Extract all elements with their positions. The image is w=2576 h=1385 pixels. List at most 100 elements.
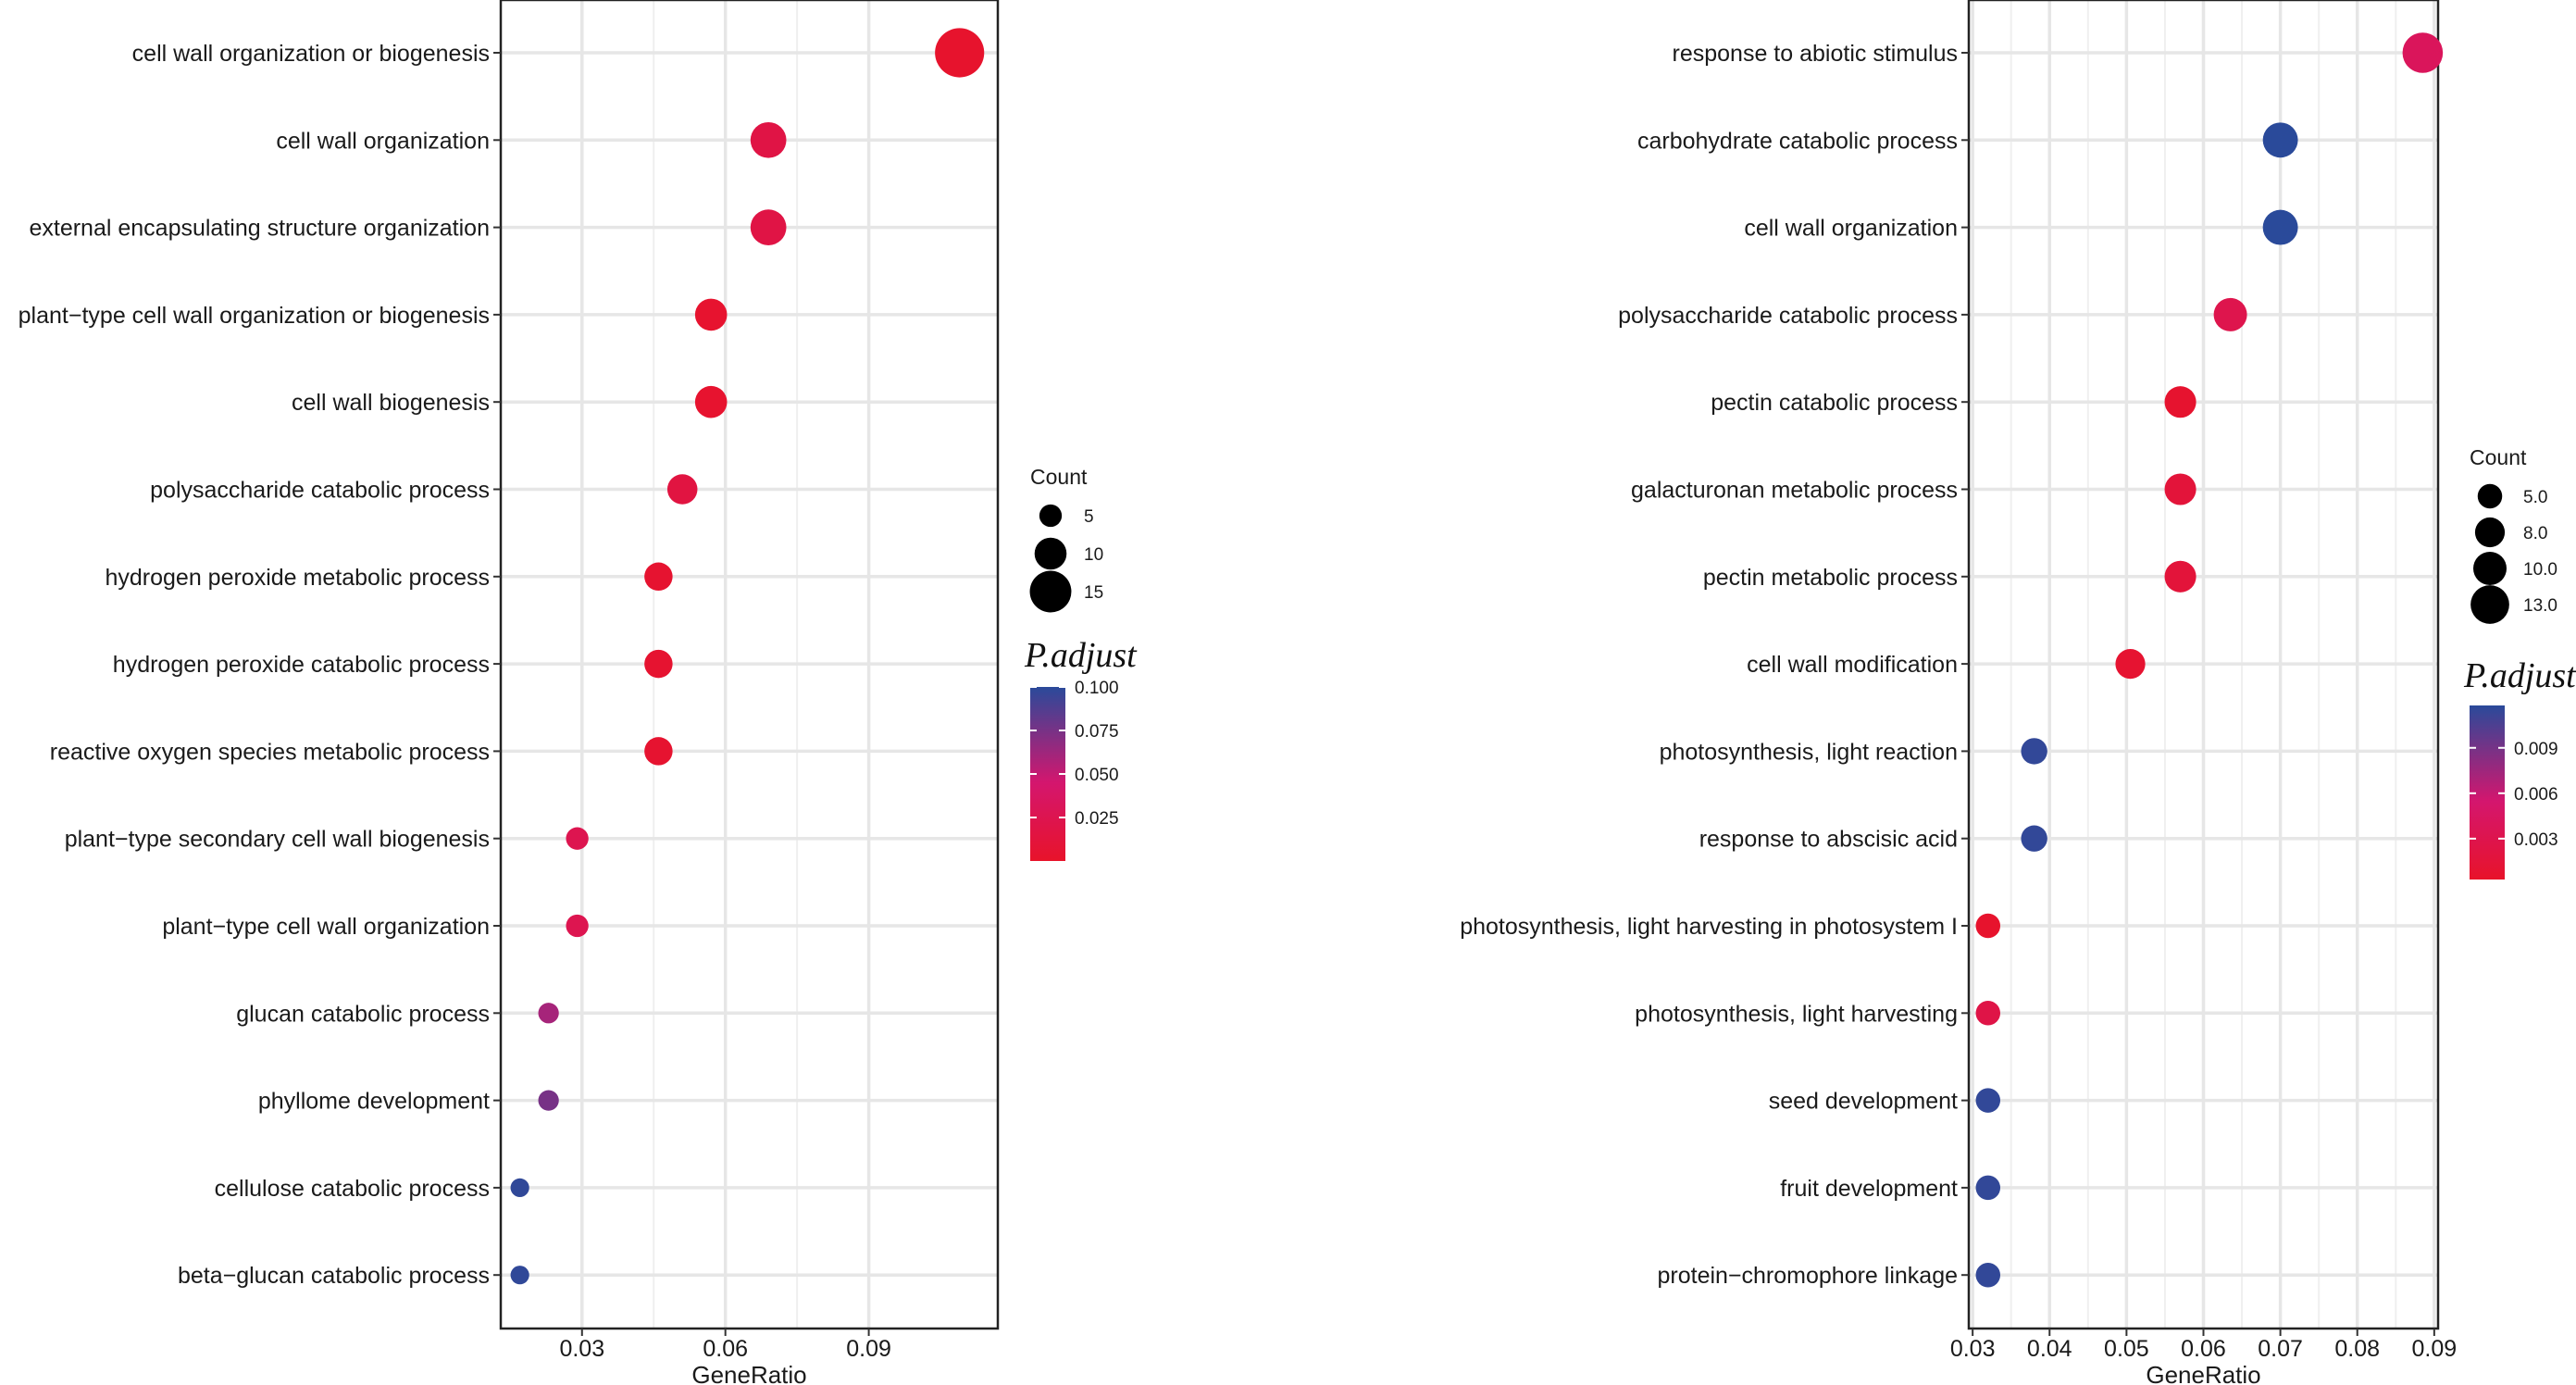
data-point — [750, 209, 787, 245]
category-label: polysaccharide catabolic process — [150, 478, 490, 504]
x-axis-title: GeneRatio — [691, 1361, 806, 1385]
size-legend-title: Count — [1030, 465, 1088, 489]
data-point — [666, 474, 698, 505]
data-point — [510, 1178, 529, 1197]
data-point — [1975, 1175, 2001, 1201]
size-legend-label: 8.0 — [2523, 524, 2547, 543]
category-label: external encapsulating structure organiz… — [29, 216, 490, 242]
panel-2: response to abiotic stimulus carbohydrate… — [1460, 0, 2576, 1385]
size-legend-label: 5.0 — [2523, 488, 2547, 507]
x-tick-label: 0.03 — [1950, 1336, 1996, 1362]
data-point — [510, 1266, 529, 1285]
data-point — [2021, 738, 2047, 765]
color-legend-label: 0.003 — [2514, 830, 2558, 850]
data-point — [2262, 122, 2298, 158]
category-label: polysaccharide catabolic process — [1618, 303, 1958, 329]
size-legend-dot — [2470, 585, 2509, 624]
category-label: cell wall organization — [276, 128, 490, 154]
category-label: cell wall organization — [1744, 216, 1958, 242]
category-label: glucan catabolic process — [236, 1001, 490, 1027]
data-point — [644, 649, 673, 679]
data-point — [2115, 649, 2146, 680]
x-tick-label: 0.06 — [2181, 1336, 2226, 1362]
size-legend-label: 13.0 — [2523, 596, 2557, 616]
category-label: response to abiotic stimulus — [1673, 41, 1958, 67]
category-label: photosynthesis, light reaction — [1660, 739, 1958, 765]
data-point — [750, 121, 787, 158]
size-legend-dot — [1029, 570, 1072, 613]
color-legend-label: 0.025 — [1075, 809, 1119, 829]
size-legend-dot — [2477, 483, 2503, 509]
category-label: cell wall organization or biogenesis — [132, 41, 490, 67]
size-legend: Count 5.0 8.0 10.0 13.0 — [2470, 445, 2557, 624]
data-point — [2213, 297, 2247, 331]
data-point — [2262, 209, 2298, 245]
data-point — [694, 385, 728, 418]
category-label: pectin metabolic process — [1703, 565, 1958, 591]
x-tick-label: 0.09 — [846, 1336, 891, 1362]
category-label: plant−type secondary cell wall biogenesi… — [65, 827, 490, 853]
size-legend-title: Count — [2470, 445, 2527, 469]
size-legend-label: 10 — [1084, 545, 1103, 565]
data-point — [935, 28, 985, 78]
size-legend-dot — [1034, 537, 1067, 570]
x-tick-label: 0.05 — [2104, 1336, 2149, 1362]
x-tick-label: 0.08 — [2334, 1336, 2380, 1362]
category-label: photosynthesis, light harvesting in phot… — [1460, 914, 1958, 940]
size-legend-dot — [1039, 504, 1063, 528]
data-point — [2402, 32, 2444, 73]
category-label: cellulose catabolic process — [215, 1176, 490, 1202]
category-label: carbohydrate catabolic process — [1637, 128, 1958, 154]
size-legend-label: 15 — [1084, 583, 1103, 603]
x-tick-label: 0.03 — [559, 1336, 604, 1362]
category-label: photosynthesis, light harvesting — [1635, 1001, 1958, 1027]
category-label: phyllome development — [258, 1089, 490, 1115]
color-legend-label: 0.100 — [1075, 679, 1119, 698]
data-point — [2021, 825, 2047, 852]
color-legend-label: 0.075 — [1075, 722, 1119, 742]
data-point — [2164, 560, 2196, 593]
category-label: galacturonan metabolic process — [1631, 478, 1958, 504]
category-label: plant−type cell wall organization or bio… — [19, 303, 490, 329]
category-label: beta−glucan catabolic process — [178, 1263, 490, 1289]
category-label: plant−type cell wall organization — [162, 914, 490, 940]
color-legend-label: 0.009 — [2514, 740, 2558, 759]
data-point — [644, 562, 673, 592]
grid — [1969, 0, 2438, 1329]
x-tick-label: 0.04 — [2027, 1336, 2072, 1362]
x-axis-title: GeneRatio — [2146, 1361, 2260, 1385]
color-legend: P.adjust 0.100 0.075 0.050 0.025 — [1024, 636, 1138, 861]
data-point — [538, 1003, 559, 1024]
category-label: cell wall biogenesis — [292, 390, 490, 416]
grid — [501, 0, 998, 1329]
category-label: fruit development — [1780, 1176, 1958, 1202]
data-point — [694, 298, 728, 331]
color-legend-label: 0.050 — [1075, 766, 1119, 785]
data-points — [1975, 32, 2444, 1288]
category-label: seed development — [1769, 1089, 1958, 1115]
color-legend-title: P.adjust — [1024, 636, 1138, 675]
size-legend-label: 5 — [1084, 507, 1094, 527]
size-legend-dot — [2474, 517, 2506, 548]
size-legend: Count 5 10 15 — [1029, 465, 1103, 613]
category-label: cell wall modification — [1747, 652, 1958, 678]
color-legend-title: P.adjust — [2463, 656, 2576, 695]
data-points — [510, 28, 985, 1285]
color-legend-label: 0.006 — [2514, 785, 2558, 805]
category-label: hydrogen peroxide catabolic process — [113, 652, 490, 678]
x-tick-label: 0.09 — [2412, 1336, 2458, 1362]
x-tick-label: 0.06 — [703, 1336, 748, 1362]
category-label: protein−chromophore linkage — [1657, 1263, 1958, 1289]
category-label: hydrogen peroxide metabolic process — [105, 565, 490, 591]
data-point — [1975, 913, 2001, 939]
panel-1: cell wall organization or biogenesis cell… — [19, 0, 1138, 1385]
x-tick-label: 0.07 — [2258, 1336, 2303, 1362]
category-label: pectin catabolic process — [1711, 390, 1958, 416]
data-point — [1975, 1262, 2001, 1288]
data-point — [1975, 1001, 2001, 1026]
data-point — [538, 1090, 559, 1111]
data-point — [1975, 1088, 2001, 1113]
data-point — [566, 914, 589, 938]
size-legend-label: 10.0 — [2523, 560, 2557, 580]
